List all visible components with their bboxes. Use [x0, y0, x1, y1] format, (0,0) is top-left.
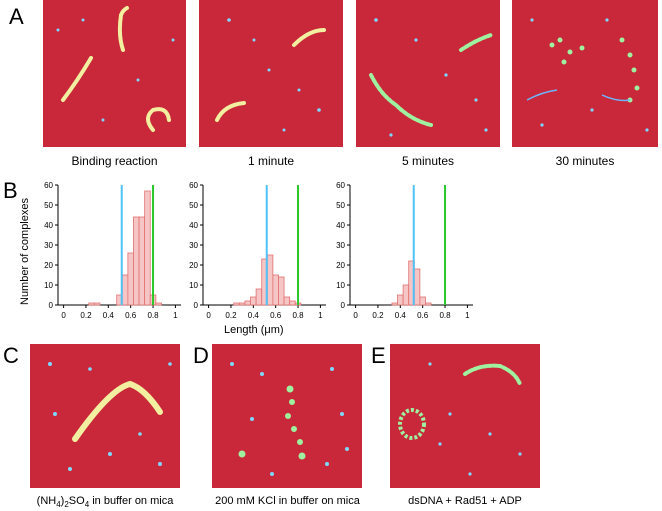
- histogram-bar: [391, 302, 398, 306]
- y-tick-label: 30: [189, 241, 198, 250]
- x-tick-label: 0.2: [225, 311, 237, 320]
- caption-ammonium-sulfate: (NH4)2SO4 in buffer on mica: [20, 495, 190, 509]
- x-tick-label: 0.6: [270, 311, 282, 320]
- histogram-bar: [278, 276, 285, 306]
- afm-image-1-minute: [199, 0, 343, 147]
- y-tick-label: 40: [336, 221, 345, 230]
- histogram-bar: [93, 302, 101, 306]
- x-tick-label: 0.6: [417, 311, 429, 320]
- x-tick-label: 0.4: [248, 311, 260, 320]
- panel-label-e: E: [371, 343, 386, 368]
- y-tick-label: 30: [336, 241, 345, 250]
- caption-dsdna-rad51-adp: dsDNA + Rad51 + ADP: [408, 495, 522, 507]
- x-tick-label: 0.6: [125, 311, 137, 320]
- y-tick-label: 60: [189, 181, 198, 190]
- histogram-bar: [155, 302, 162, 306]
- histogram-bar: [425, 302, 432, 306]
- panel-label-b: B: [3, 178, 18, 203]
- x-tick-label: 0: [353, 311, 358, 320]
- panel-label-c: C: [3, 343, 19, 368]
- afm-image-5-minutes: [356, 0, 500, 147]
- y-tick-label: 50: [336, 201, 345, 210]
- y-tick-label: 60: [44, 181, 53, 190]
- x-tick-label: 0.8: [439, 311, 451, 320]
- histogram-bar: [272, 274, 279, 306]
- caption-c-part: ): [60, 495, 65, 507]
- histogram-bar: [397, 294, 404, 306]
- panel-label-d: D: [193, 343, 209, 368]
- histogram-group: Number of complexes Length (μm) 01020304…: [19, 181, 473, 336]
- y-tick-label: 60: [336, 181, 345, 190]
- x-tick-label: 0.4: [395, 311, 407, 320]
- caption-30-minutes: 30 minutes: [555, 154, 615, 168]
- y-tick-label: 20: [189, 261, 198, 270]
- caption-c-part: SO: [68, 495, 85, 507]
- caption-c-part: (NH: [36, 495, 57, 507]
- y-tick-label: 0: [341, 301, 346, 310]
- y-tick-label: 40: [44, 221, 53, 230]
- histogram-bar: [289, 300, 296, 306]
- caption-c-part: in buffer on mica: [89, 495, 174, 507]
- histogram-bar: [244, 300, 251, 306]
- histogram-bar: [419, 296, 426, 306]
- x-tick-label: 1: [318, 311, 323, 320]
- afm-image-dsdna-rad51-adp: [390, 344, 540, 488]
- y-tick-label: 0: [49, 301, 54, 310]
- x-tick-label: 0.2: [80, 311, 92, 320]
- caption-c-sub: 2: [64, 500, 69, 510]
- x-tick-label: 0.4: [103, 311, 115, 320]
- histogram-bar: [121, 274, 129, 306]
- y-tick-label: 20: [336, 261, 345, 270]
- caption-kcl: 200 mM KCl in buffer on mica: [215, 495, 360, 507]
- x-tick-label: 0.2: [372, 311, 384, 320]
- y-tick-label: 40: [189, 221, 198, 230]
- x-tick-label: 1: [465, 311, 470, 320]
- caption-c-sub: 4: [56, 500, 61, 510]
- x-tick-label: 0.8: [292, 311, 304, 320]
- histogram-bar: [233, 302, 240, 306]
- y-tick-label: 10: [189, 281, 198, 290]
- histogram-bar: [413, 268, 421, 306]
- panel-label-a: A: [9, 4, 24, 29]
- caption-5-minutes: 5 minutes: [401, 154, 455, 168]
- caption-binding-reaction: Binding reaction: [71, 154, 158, 168]
- histogram-bar: [144, 190, 151, 306]
- histogram-bar: [238, 302, 246, 306]
- y-tick-label: 50: [189, 201, 198, 210]
- histogram-bar: [133, 216, 140, 306]
- y-tick-label: 50: [44, 201, 53, 210]
- y-tick-label: 20: [44, 261, 53, 270]
- x-tick-label: 0.8: [147, 311, 159, 320]
- x-tick-label: 1: [173, 311, 178, 320]
- histogram-bar: [255, 288, 263, 306]
- y-tick-label: 0: [194, 301, 199, 310]
- afm-image-binding-reaction: [43, 0, 186, 147]
- afm-image-kcl: [212, 344, 362, 488]
- histogram-bar: [127, 252, 134, 306]
- histogram-bar: [283, 296, 291, 306]
- histogram-bar: [88, 302, 95, 306]
- x-tick-label: 0: [61, 311, 66, 320]
- afm-image-ammonium-sulfate: [30, 344, 180, 488]
- histogram-bar: [402, 284, 410, 306]
- y-tick-label: 10: [336, 281, 345, 290]
- y-tick-label: 30: [44, 241, 53, 250]
- histogram-bar: [250, 296, 257, 306]
- histogram-bar: [266, 254, 274, 306]
- caption-c-sub: 4: [84, 500, 90, 510]
- afm-image-30-minutes: [512, 0, 658, 147]
- x-axis-label: Length (μm): [224, 324, 284, 336]
- x-tick-label: 0: [206, 311, 211, 320]
- histogram-bar: [138, 216, 146, 306]
- caption-1-minute: 1 minute: [247, 154, 295, 168]
- y-axis-label: Number of complexes: [19, 198, 31, 305]
- y-tick-label: 10: [44, 281, 53, 290]
